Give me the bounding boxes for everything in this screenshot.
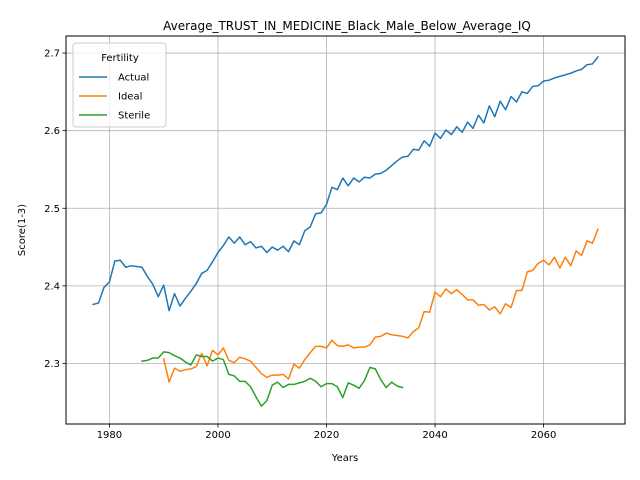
x-tick-label: 2060: [531, 430, 556, 441]
y-tick-label: 2.5: [44, 204, 60, 215]
x-axis-label: Years: [331, 453, 358, 464]
y-tick-label: 2.3: [44, 359, 60, 370]
y-tick-label: 2.7: [44, 49, 60, 60]
y-tick-label: 2.4: [44, 281, 60, 292]
legend-label-ideal: Ideal: [118, 92, 142, 103]
y-tick-label: 2.6: [44, 126, 60, 137]
grid: [66, 36, 625, 424]
series-lines: [92, 55, 599, 407]
legend-label-actual: Actual: [118, 73, 149, 84]
series-line-ideal: [162, 228, 599, 383]
legend-title: Fertility: [101, 53, 139, 64]
axis-ticks: 1980 2000 2020 2040 2060 2.3 2.4 2.5 2.6 2.7: [44, 49, 556, 441]
legend-label-sterile: Sterile: [118, 111, 150, 122]
series-line-sterile: [141, 351, 404, 407]
series-line-actual: [92, 55, 599, 312]
x-tick-label: 2040: [422, 430, 447, 441]
plot-frame: [65, 35, 626, 425]
x-tick-label: 2020: [314, 430, 339, 441]
x-tick-label: 1980: [97, 430, 122, 441]
y-axis-label: Score(1-3): [17, 204, 28, 256]
legend: Fertility Actual Ideal Sterile: [72, 42, 167, 128]
x-tick-label: 2000: [205, 430, 230, 441]
legend-entries: Actual Ideal Sterile: [79, 73, 150, 122]
legend-box: [72, 42, 167, 128]
chart-title: Average_TRUST_IN_MEDICINE_Black_Male_Bel…: [163, 19, 531, 33]
